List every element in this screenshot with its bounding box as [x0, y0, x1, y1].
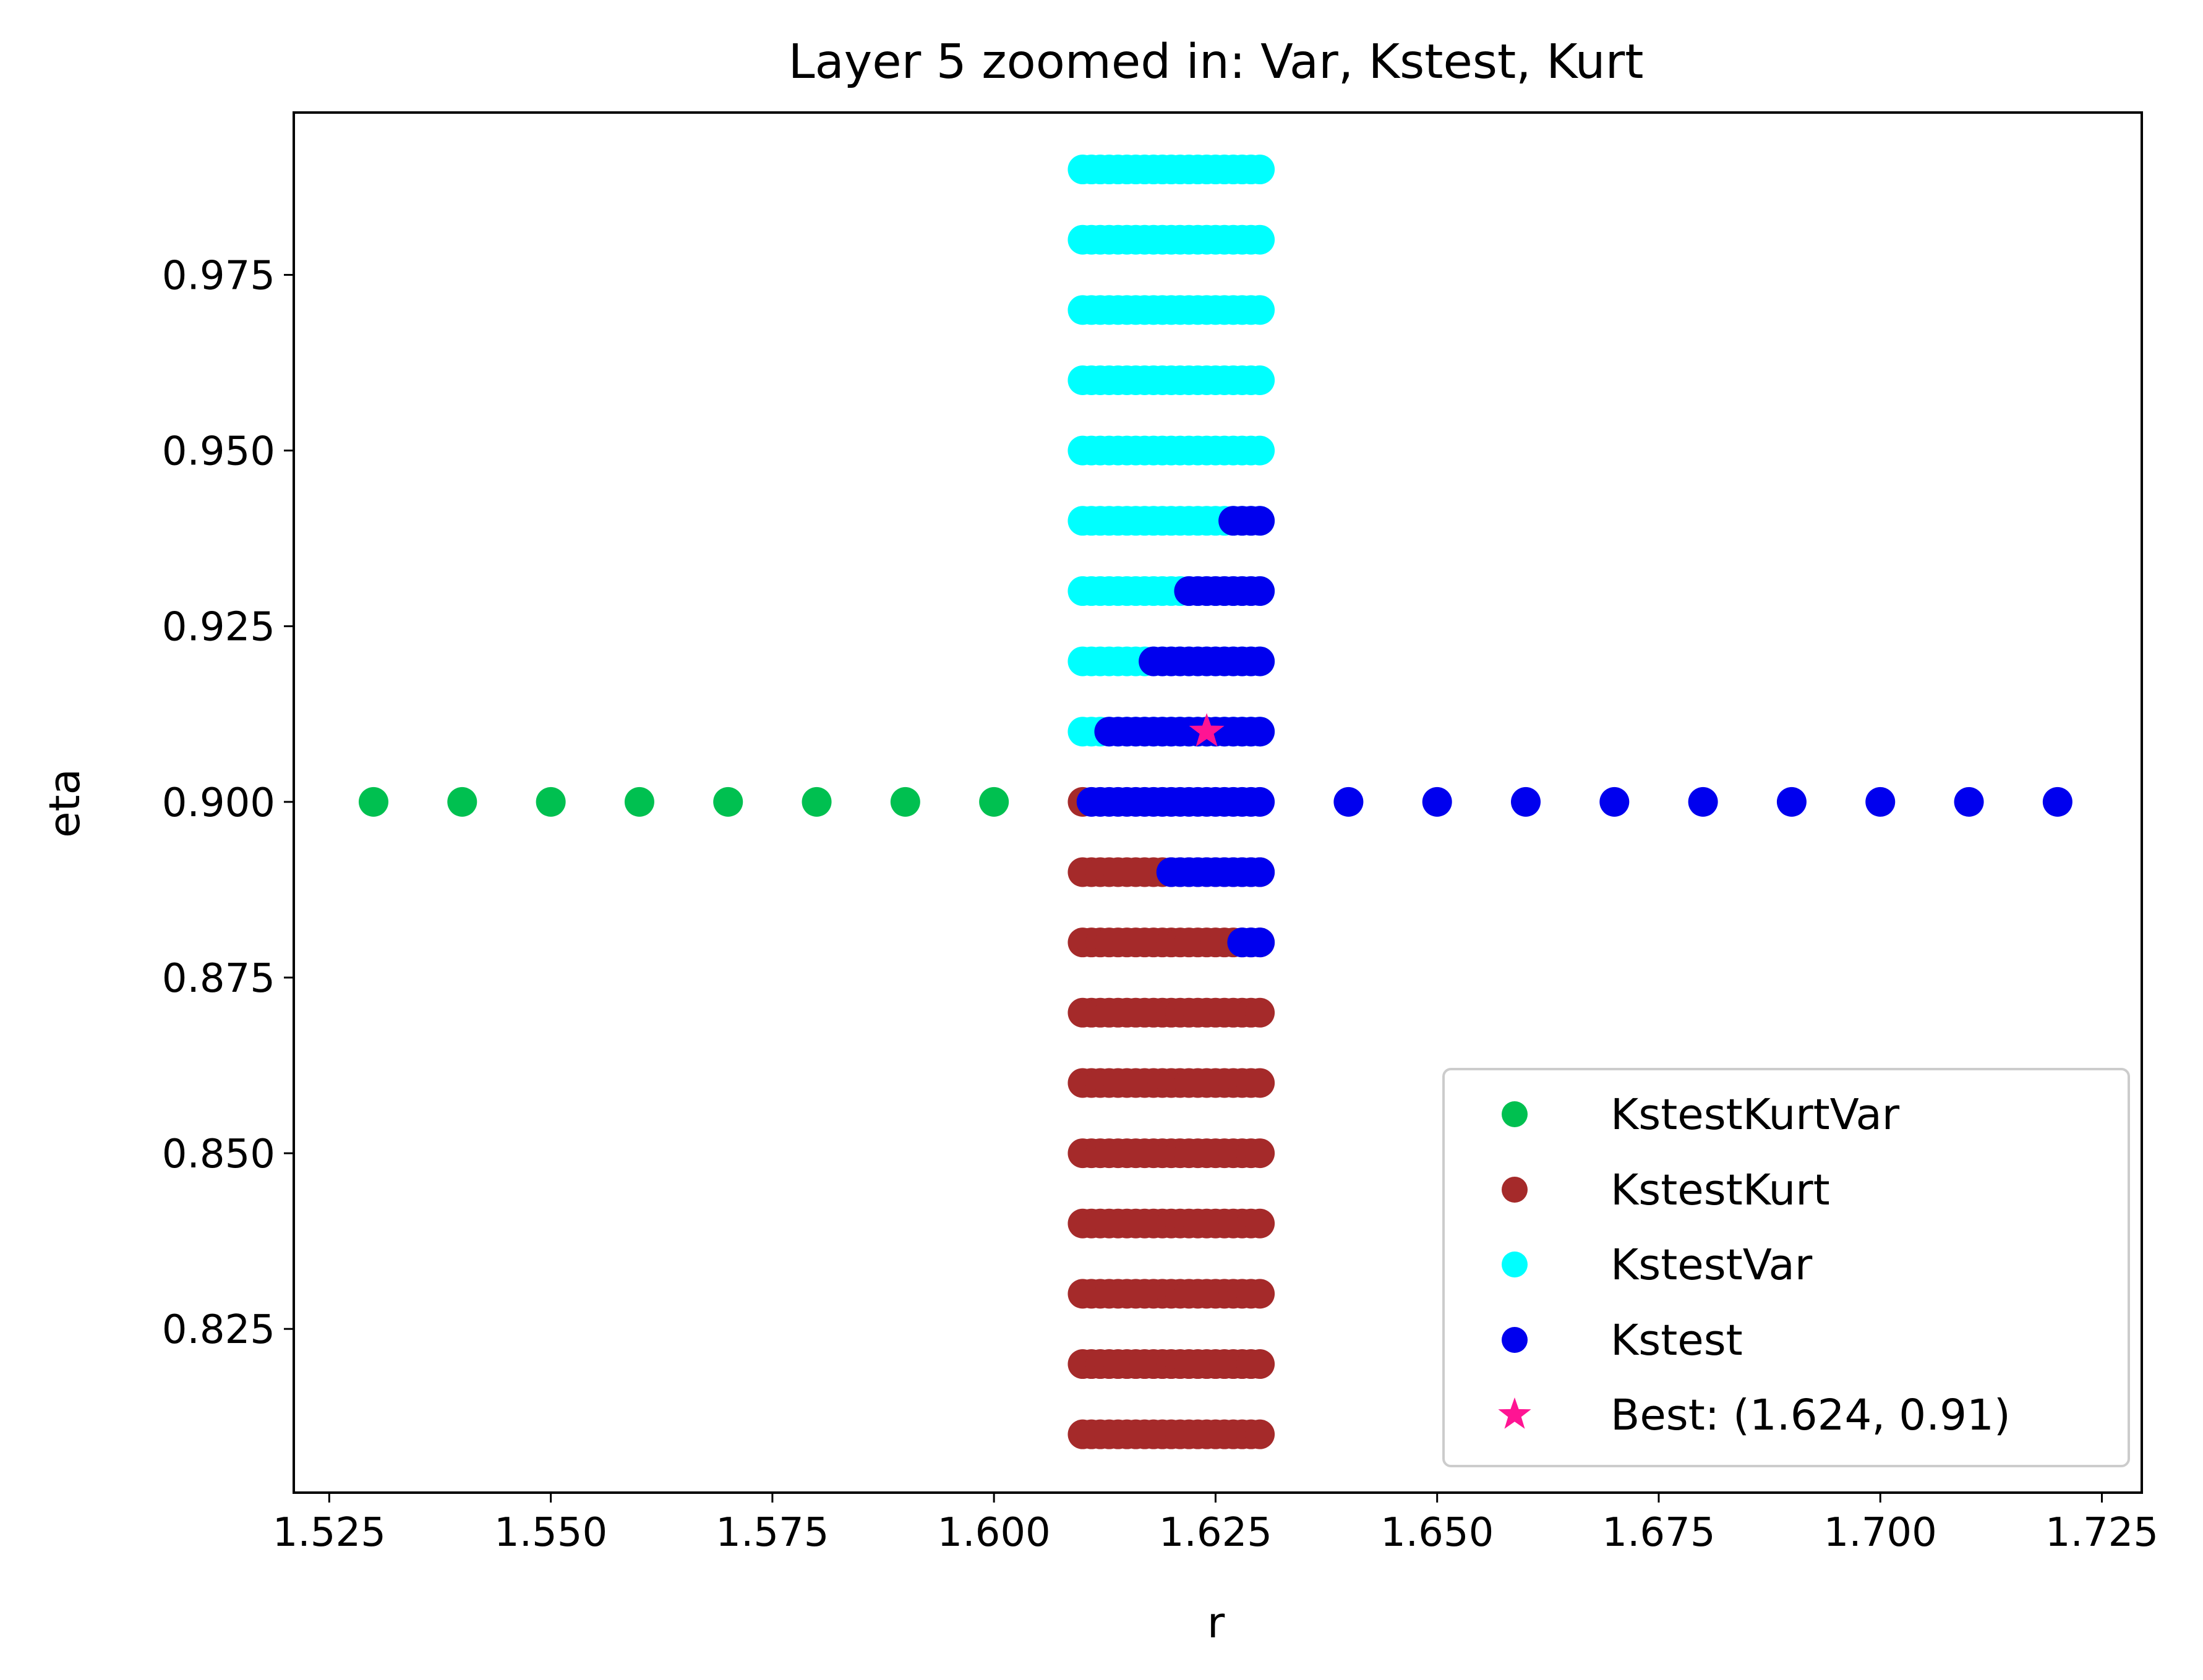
x-tick-label: 1.575: [716, 1510, 829, 1556]
data-point: [1245, 435, 1275, 466]
legend-label: KstestKurt: [1611, 1166, 1830, 1215]
y-tick-label: 0.925: [162, 605, 275, 650]
legend-marker: [1502, 1101, 1528, 1127]
data-point: [979, 787, 1009, 817]
data-point: [1511, 787, 1541, 817]
legend-label: KstestKurtVar: [1611, 1090, 1900, 1140]
data-point: [536, 787, 566, 817]
y-tick-label: 0.900: [162, 780, 275, 826]
x-axis-label: r: [1207, 1598, 1225, 1648]
series-kstest: [1076, 506, 2073, 958]
data-point: [1776, 787, 1807, 817]
y-axis-label: eta: [40, 769, 90, 838]
data-point: [1245, 365, 1275, 395]
series-best: [1189, 713, 1225, 747]
data-point: [1245, 1068, 1275, 1098]
data-marks: [358, 155, 2073, 1449]
data-point: [1422, 787, 1452, 817]
data-point: [447, 787, 477, 817]
data-point: [1245, 646, 1275, 676]
y-tick-label: 0.875: [162, 956, 275, 1002]
data-point: [1245, 927, 1275, 958]
legend-label: KstestVar: [1611, 1240, 1813, 1290]
chart-title: Layer 5 zoomed in: Var, Kstest, Kurt: [789, 35, 1644, 90]
x-axis-ticks: 1.525 1.550 1.575 1.600 1.625 1.650 1.675 1.700…: [273, 1493, 2158, 1556]
data-point: [1954, 787, 1984, 817]
data-point: [1245, 787, 1275, 817]
legend-label: Kstest: [1611, 1316, 1743, 1365]
data-point: [1599, 787, 1630, 817]
data-point: [1245, 1208, 1275, 1239]
y-tick-label: 0.850: [162, 1132, 275, 1177]
x-tick-label: 1.525: [273, 1510, 386, 1556]
legend-item: Best: (1.624, 0.91): [1498, 1391, 2011, 1440]
data-point: [1333, 787, 1364, 817]
legend-item: KstestVar: [1502, 1240, 1813, 1290]
data-point: [2042, 787, 2073, 817]
legend-items: KstestKurtVar KstestKurt KstestVar Kstest Be…: [1498, 1090, 2011, 1440]
x-tick-label: 1.725: [2045, 1510, 2158, 1556]
data-point: [1245, 295, 1275, 325]
data-point: [713, 787, 743, 817]
data-point: [1245, 1419, 1275, 1449]
y-axis-ticks: 0.825 0.850 0.875 0.900 0.925 0.950 0.975: [162, 254, 294, 1353]
x-tick-label: 1.675: [1602, 1510, 1715, 1556]
series-kstestkurtvar: [358, 787, 1009, 817]
data-point: [1245, 1349, 1275, 1379]
legend-marker: [1502, 1327, 1528, 1353]
data-point: [624, 787, 654, 817]
data-point: [1245, 224, 1275, 255]
legend-label: Best: (1.624, 0.91): [1611, 1391, 2011, 1440]
data-point: [1245, 155, 1275, 185]
x-tick-label: 1.625: [1159, 1510, 1272, 1556]
x-tick-label: 1.550: [494, 1510, 607, 1556]
data-point: [1245, 576, 1275, 606]
data-point: [1245, 1279, 1275, 1309]
best-point-star: [1189, 713, 1225, 747]
legend-marker: [1502, 1251, 1528, 1277]
legend-item: KstestKurtVar: [1502, 1090, 1900, 1140]
data-point: [358, 787, 388, 817]
legend-marker: [1502, 1177, 1528, 1203]
data-point: [1245, 717, 1275, 747]
y-tick-label: 0.975: [162, 254, 275, 299]
legend-item: Kstest: [1502, 1316, 1743, 1365]
data-point: [1245, 997, 1275, 1028]
legend: KstestKurtVar KstestKurt KstestVar Kstest Be…: [1442, 1068, 2130, 1467]
legend-item: KstestKurt: [1502, 1166, 1830, 1215]
legend-frame: [1442, 1068, 2130, 1467]
y-tick-label: 0.950: [162, 429, 275, 475]
legend-marker-star: [1498, 1397, 1531, 1429]
x-tick-label: 1.650: [1380, 1510, 1494, 1556]
data-point: [890, 787, 920, 817]
data-point: [1688, 787, 1718, 817]
x-tick-label: 1.600: [938, 1510, 1051, 1556]
data-point: [1245, 1138, 1275, 1169]
data-point: [1245, 506, 1275, 536]
data-point: [802, 787, 832, 817]
data-point: [1865, 787, 1896, 817]
x-tick-label: 1.700: [1824, 1510, 1937, 1556]
y-tick-label: 0.825: [162, 1307, 275, 1353]
data-point: [1245, 857, 1275, 887]
